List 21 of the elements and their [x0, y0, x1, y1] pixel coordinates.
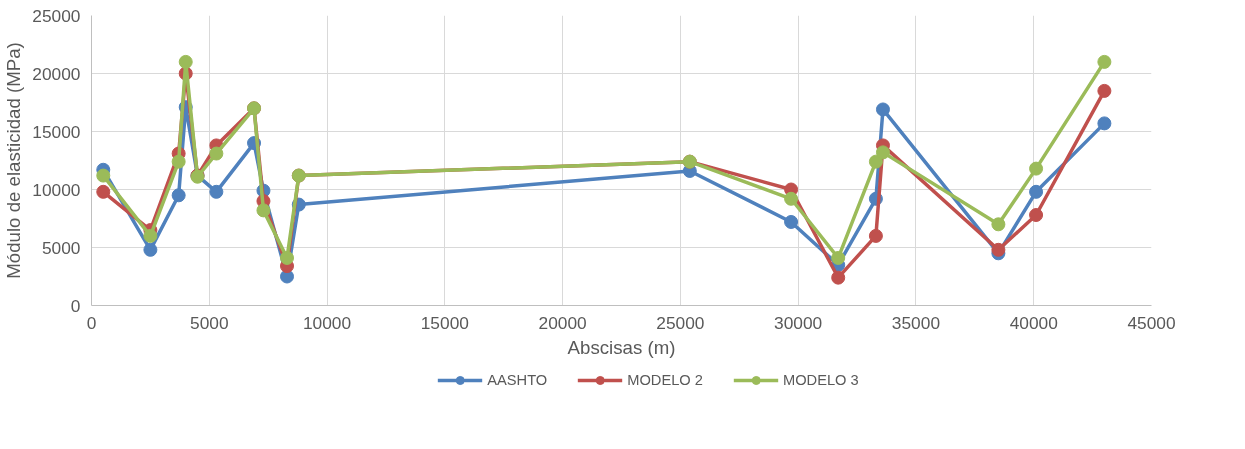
x-tick-label: 0 [86, 312, 97, 333]
x-tick-label: 30000 [774, 312, 823, 333]
y-axis-title: Módulo de elasticidad (MPa) [3, 42, 25, 279]
x-tick-label: 35000 [891, 312, 941, 333]
x-tick-label: 25000 [656, 312, 705, 333]
y-tick-label: 25000 [32, 5, 81, 26]
legend-label: AASHTO [487, 372, 548, 388]
x-tick-label: 45000 [1127, 312, 1176, 333]
x-tick-label: 5000 [190, 312, 229, 333]
y-tick-label: 15000 [32, 121, 81, 142]
y-tick-label: 5000 [41, 237, 81, 258]
y-tick-label: 10000 [32, 179, 81, 200]
x-tick-label: 40000 [1009, 312, 1058, 333]
legend-label: MODELO 3 [783, 372, 859, 388]
y-tick-label: 0 [70, 295, 81, 316]
x-axis-title: Abscisas (m) [567, 336, 676, 358]
legend-label: MODELO 2 [627, 372, 703, 388]
x-tick-label: 10000 [302, 312, 352, 333]
y-tick-label: 20000 [32, 63, 81, 84]
x-tick-label: 15000 [420, 312, 469, 333]
x-tick-label: 20000 [538, 312, 587, 333]
